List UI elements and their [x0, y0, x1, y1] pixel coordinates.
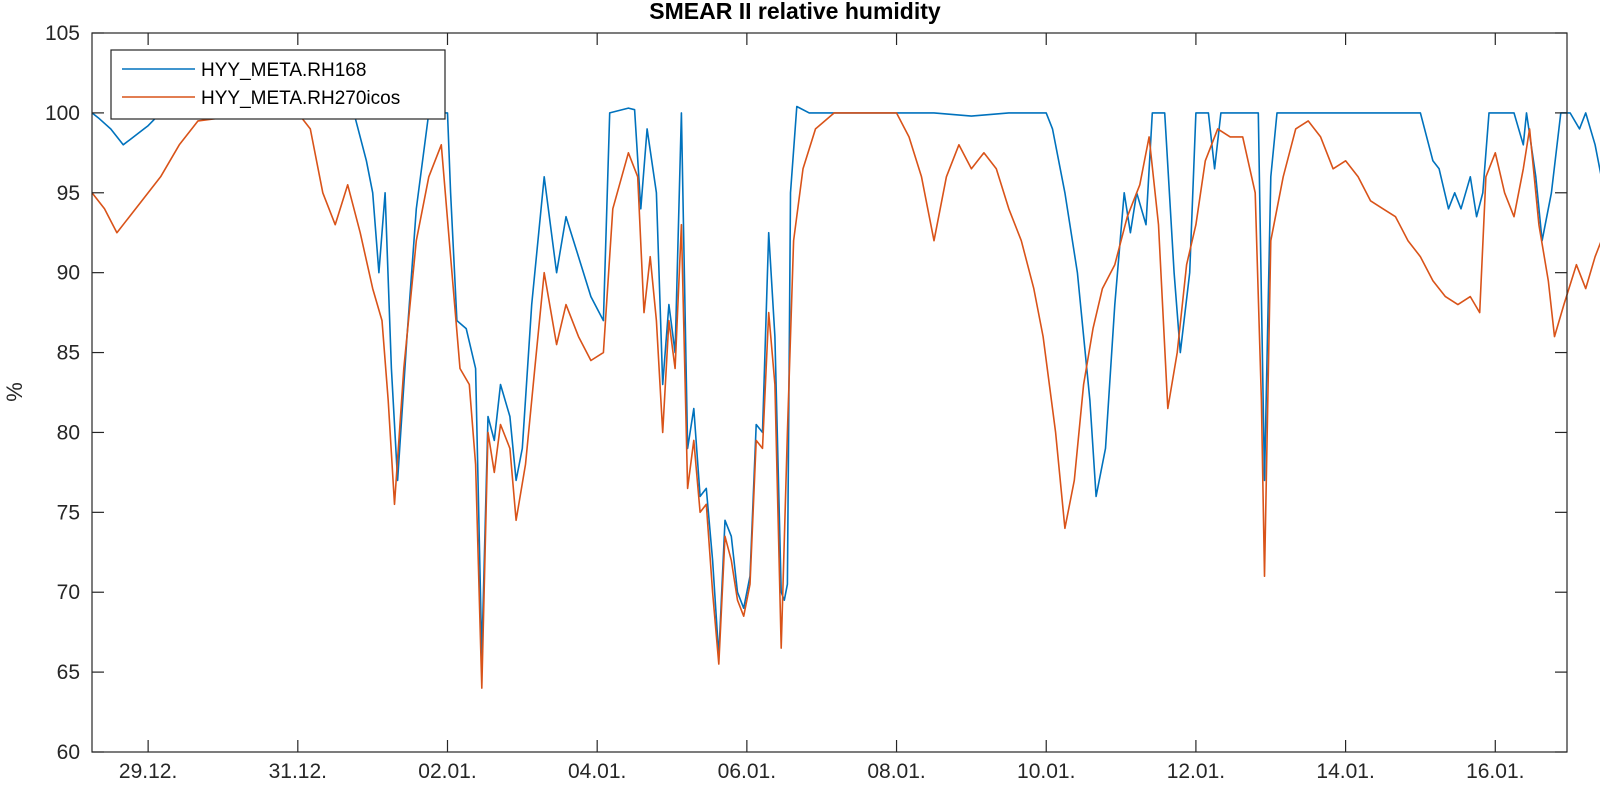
- y-tick-label: 75: [57, 501, 80, 524]
- x-axis: 29.12. 31.12. 02.01. 04.01. 06.01. 08.01. 10.0…: [119, 33, 1524, 783]
- legend-box: [110, 49, 446, 120]
- y-tick-label: 70: [57, 581, 80, 604]
- x-tick-label: 16.01.: [1466, 760, 1524, 783]
- series-line-0: [91, 105, 1600, 657]
- y-axis: 60 65 70 75 80 85 90 95 100 105: [45, 22, 1567, 764]
- y-tick-label: 100: [45, 102, 80, 125]
- y-tick-label: 85: [57, 342, 80, 365]
- x-tick-label: 10.01.: [1017, 760, 1075, 783]
- legend-label-rh270icos: HYY_META.RH270icos: [201, 88, 400, 109]
- x-tick-label: 29.12.: [119, 760, 177, 783]
- x-tick-label: 08.01.: [867, 760, 925, 783]
- y-tick-label: 80: [57, 421, 80, 444]
- y-tick-label: 60: [57, 741, 80, 764]
- legend-label-rh168: HYY_META.RH168: [201, 60, 366, 81]
- y-axis-label: %: [2, 382, 27, 402]
- legend: HYY_META.RH168 HYY_META.RH270icos: [110, 49, 446, 120]
- x-tick-label: 14.01.: [1316, 760, 1374, 783]
- series-layer: [91, 105, 1600, 689]
- plot-frame: [91, 32, 1568, 753]
- y-tick-label: 90: [57, 262, 80, 285]
- series-line-1: [91, 112, 1600, 689]
- plot-area-background: [92, 33, 1567, 752]
- x-tick-label: 31.12.: [269, 760, 327, 783]
- x-tick-label: 12.01.: [1167, 760, 1225, 783]
- y-tick-label: 95: [57, 182, 80, 205]
- x-tick-label: 04.01.: [568, 760, 626, 783]
- x-tick-label: 06.01.: [718, 760, 776, 783]
- y-tick-label: 105: [45, 22, 80, 45]
- chart-title: SMEAR II relative humidity: [649, 0, 941, 24]
- x-tick-label: 02.01.: [418, 760, 476, 783]
- y-tick-label: 65: [57, 661, 80, 684]
